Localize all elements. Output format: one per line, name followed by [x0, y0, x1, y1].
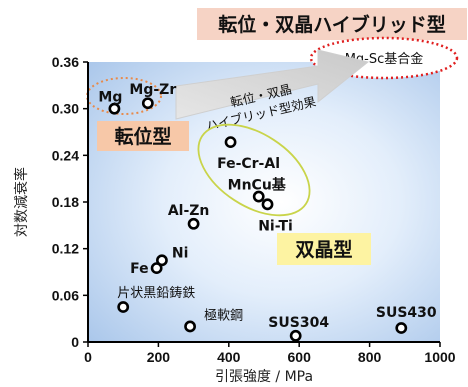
tick-group: 0 0.06 0.12 0.18 0.24 0.30 0.36 0 200 400 600 800 10…	[52, 54, 456, 365]
point-label: Mg	[98, 90, 122, 106]
y-tick-label: 0.06	[52, 287, 79, 303]
twin-type-label: 双晶型	[295, 238, 352, 261]
data-point	[150, 262, 163, 275]
data-point	[117, 301, 130, 313]
data-point	[289, 329, 302, 342]
y-tick-label: 0.24	[52, 147, 79, 163]
x-tick-label: 200	[147, 349, 171, 365]
point-label: Fe-Cr-Al	[217, 156, 280, 172]
y-tick-label: 0.36	[52, 54, 79, 70]
x-tick-label: 0	[84, 349, 92, 365]
x-tick-label: 400	[217, 349, 241, 365]
point-label: Mg-Zr	[129, 82, 176, 98]
point-label: Ni-Ti	[258, 218, 293, 234]
point-label: Al-Zn	[168, 203, 210, 219]
y-axis-title: 対数減衰率	[13, 167, 30, 237]
data-points: Mg Mg-Zr Fe-Cr-Al MnCu基 Ni-Ti Al-Zn Ni Fe 片状黒鉛鋳鉄…	[98, 82, 437, 342]
point-label: 極軟鋼	[204, 307, 243, 323]
point-label: 片状黒鉛鋳鉄	[117, 285, 195, 301]
twin-group-ellipse	[197, 123, 311, 217]
y-tick-label: 0.30	[52, 101, 79, 117]
twin-type-box	[277, 233, 371, 265]
dislocation-type-label: 転位型	[114, 125, 171, 148]
point-label: SUS304	[268, 315, 329, 331]
data-point	[108, 102, 121, 115]
dislocation-type-box	[97, 121, 189, 151]
x-tick-label: 1000	[424, 349, 455, 365]
y-tick-label: 0.12	[52, 241, 79, 257]
point-label: Ni	[172, 245, 189, 261]
data-point	[141, 97, 154, 110]
title-banner	[197, 8, 467, 40]
data-point	[224, 136, 237, 149]
point-label: Fe	[130, 261, 149, 277]
x-axis-title: 引張強度 / MPa	[215, 369, 313, 385]
x-tick-label: 600	[288, 349, 312, 365]
point-label: MnCu基	[228, 177, 287, 194]
data-point	[395, 322, 408, 334]
y-tick-label: 0.18	[52, 194, 79, 210]
hybrid-effect-arrow	[175, 49, 370, 120]
x-tick-label: 800	[358, 349, 382, 365]
data-point	[184, 320, 196, 333]
y-tick-label: 0	[71, 334, 79, 350]
chart-title: 転位・双晶ハイブリッド型	[218, 13, 446, 36]
data-point	[261, 198, 274, 211]
data-point	[187, 217, 200, 230]
point-label: SUS430	[376, 305, 437, 321]
data-point	[252, 190, 265, 203]
dislocation-group-ellipse	[86, 77, 162, 115]
data-point	[156, 254, 168, 267]
